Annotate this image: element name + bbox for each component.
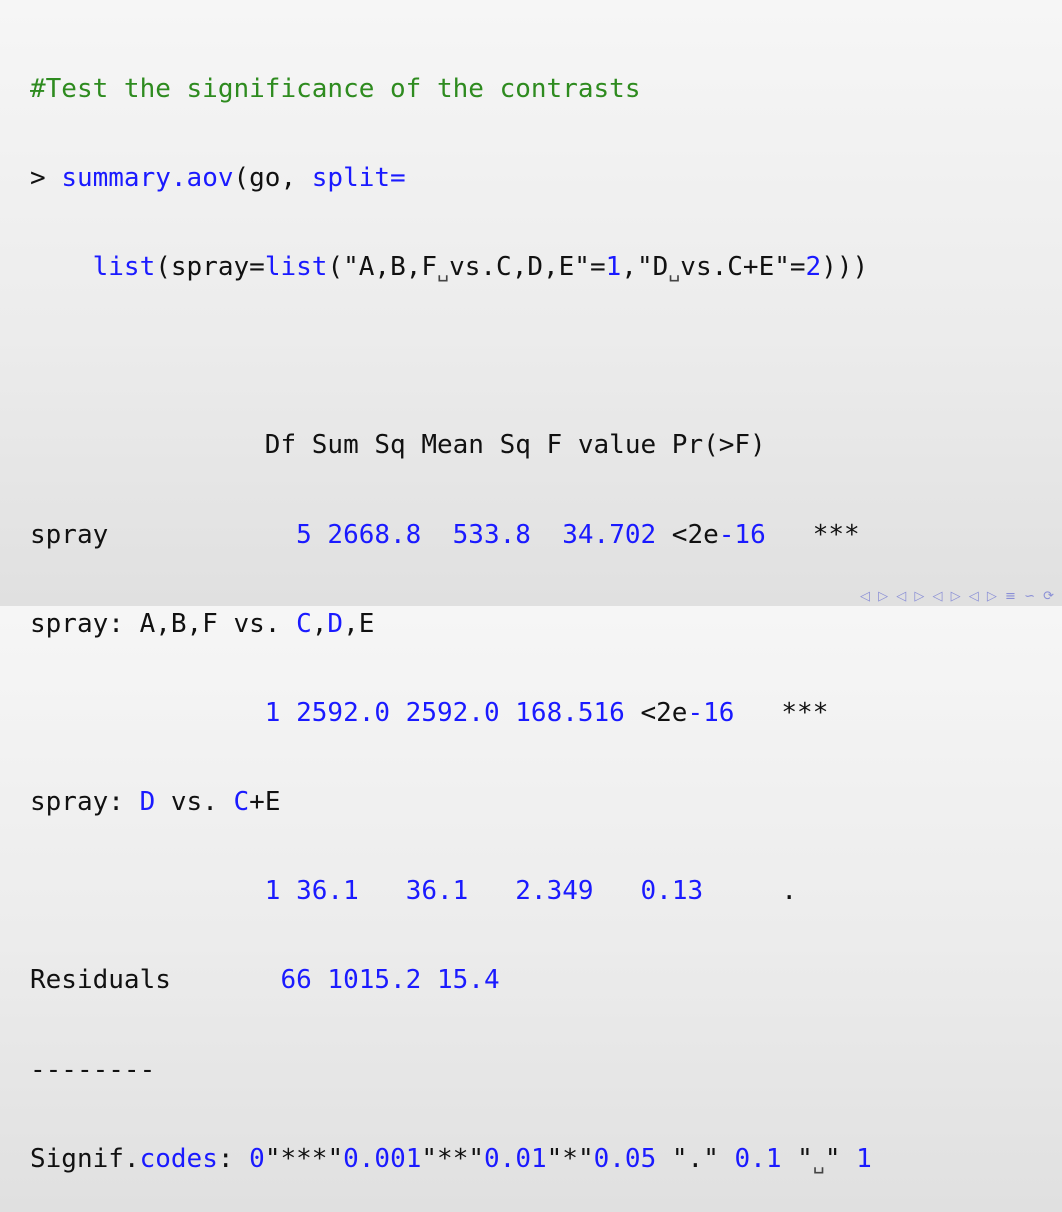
row-label: spray: [30,787,140,818]
signif-codes-line: Signif.codes: 0"***"0.001"**"0.01"*"0.05… [30,1137,872,1182]
mean-sq-cell: 36.1 [358,876,469,907]
comment-line: #Test the significance of the contrasts [30,67,872,112]
table-row-contrast2-label: spray: D vs. C+E [30,780,872,825]
signif-number: 0.01 [484,1143,547,1174]
visible-space-icon: ␣ [668,257,681,282]
function-name: summary.aov [61,162,234,193]
list-keyword: list [92,251,156,282]
mean-sq-cell: 15.4 [421,965,500,996]
string-part: vs.C+E"= [680,251,806,282]
command-line: > summary.aov(go, split= [30,156,872,201]
split-arg: split= [311,162,406,193]
mean-sq-cell: 2592.0 [390,697,500,728]
signif-symbol: "***" [264,1143,344,1174]
signif-symbol: " [781,1143,813,1174]
table-header: Df Sum Sq Mean Sq F value Pr(>F) [30,423,872,468]
p-value-cell: 0.13 [593,876,704,907]
signif-label: Signif. [30,1143,140,1174]
colon: : [217,1143,250,1174]
number: 2 [805,251,822,282]
table-row-contrast2-values: 1 36.1 36.1 2.349 0.13 . [30,869,872,914]
signif-stars: *** [765,519,860,550]
string-part: ("A,B,F [327,251,438,282]
signif-number: 0.1 [734,1143,782,1174]
df-cell: 1 [30,876,281,907]
args-text: (go, [233,162,312,193]
string-part: vs.C,D,E"= [449,251,606,282]
row-label: Residuals [30,965,281,996]
visible-space-icon: ␣ [437,257,450,282]
string-part: "D [636,251,669,282]
row-label: spray [30,519,281,550]
mean-sq-cell: 533.8 [421,519,531,550]
table-row-spray: spray 5 2668.8 533.8 34.702 <2e-16 *** [30,513,872,558]
prompt: > [30,162,62,193]
row-label-part: +E [249,787,281,818]
closing-parens: ))) [821,251,869,282]
p-value-exponent: -16 [718,519,766,550]
signif-number: 0.05 [593,1143,657,1174]
table-row-residuals: Residuals 66 1015.2 15.4 [30,958,872,1003]
signif-symbol: "*" [546,1143,594,1174]
row-label-part: , [311,608,328,639]
indent [30,252,93,282]
list-keyword: list [264,251,328,282]
sum-sq-cell: 36.1 [280,876,359,907]
sum-sq-cell: 2592.0 [280,697,391,728]
row-label-part: C [233,787,250,818]
signif-number: 0 [249,1143,265,1174]
signif-symbol: "." [656,1143,735,1174]
signif-symbol: "**" [421,1143,485,1174]
df-cell: 5 [280,519,312,550]
separator-line: -------- [30,1048,872,1093]
signif-number: 0.001 [343,1143,422,1174]
row-label-part: C [296,608,312,639]
p-value-cell: <2e [656,519,719,550]
f-value-cell: 168.516 [499,697,625,728]
p-value-exponent: -16 [687,697,735,728]
f-value-cell: 2.349 [468,876,594,907]
command-continuation-line: list(spray=list("A,B,F␣vs.C,D,E"=1,"D␣vs… [30,245,872,290]
sum-sq-cell: 1015.2 [311,965,422,996]
separator: -------- [30,1054,156,1085]
code-listing: #Test the significance of the contrasts … [30,22,872,1212]
blank-line [30,334,872,379]
sum-sq-cell: 2668.8 [311,519,422,550]
p-value-cell: <2e [624,697,688,728]
signif-symbol: " [824,1143,857,1174]
signif-stars: *** [734,697,829,728]
signif-stars: . [703,876,798,907]
number: 1 [605,251,622,282]
df-cell: 66 [280,965,312,996]
row-label-part: ,E [343,608,375,639]
signif-codes-word: codes [139,1143,218,1174]
comment-text: #Test the significance of the contrasts [30,73,641,104]
table-row-contrast1-label: spray: A,B,F vs. C,D,E [30,602,872,647]
comma: , [621,251,637,282]
df-cell: 1 [30,697,281,728]
row-label-part: vs. [155,787,234,818]
table-row-contrast1-values: 1 2592.0 2592.0 168.516 <2e-16 *** [30,691,872,736]
signif-number: 1 [856,1143,872,1174]
f-value-cell: 34.702 [530,519,657,550]
row-label: spray: A,B,F vs. [30,608,297,639]
spray-arg: (spray= [155,251,265,282]
table-header-text: Df Sum Sq Mean Sq F value Pr(>F) [30,430,766,461]
row-label-part: D [139,787,156,818]
beamer-nav-icons[interactable]: ◁ ▷ ◁ ▷ ◁ ▷ ◁ ▷ ≡ ∽ ⟳ [860,589,1056,604]
row-label-part: D [327,608,344,639]
visible-space-icon: ␣ [812,1149,825,1174]
